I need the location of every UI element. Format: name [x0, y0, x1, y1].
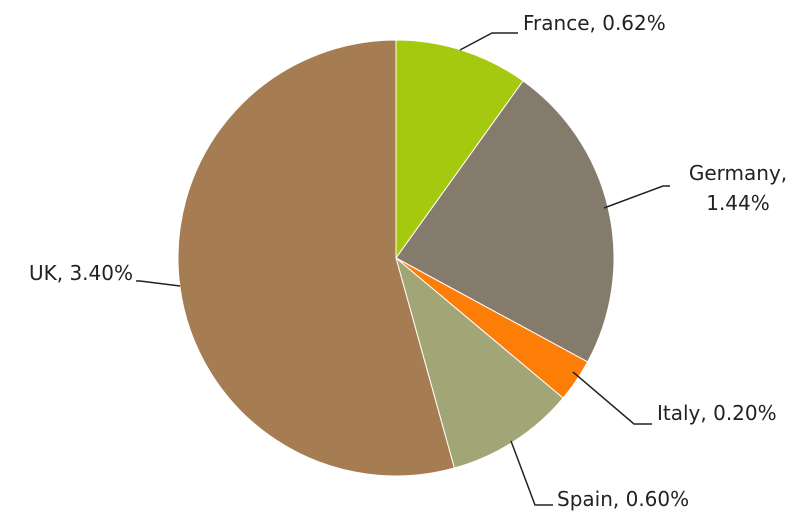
- slice-label: Germany, 1.44%: [688, 161, 788, 215]
- slice-label: UK, 3.40%: [28, 261, 133, 285]
- slice-label: France, 0.62%: [523, 11, 666, 35]
- leader-line: [572, 371, 652, 425]
- leader-line: [136, 280, 181, 287]
- pie-slice: [395, 80, 615, 363]
- leader-line: [510, 440, 553, 506]
- leader-line: [603, 185, 670, 209]
- leader-line: [459, 32, 518, 51]
- slices: [177, 39, 615, 477]
- slice-label: Italy, 0.20%: [657, 401, 777, 425]
- pie-slice: [177, 39, 455, 477]
- pie-slice: [395, 39, 524, 260]
- pie-slice: [395, 256, 564, 469]
- slice-label: Spain, 0.60%: [557, 487, 690, 511]
